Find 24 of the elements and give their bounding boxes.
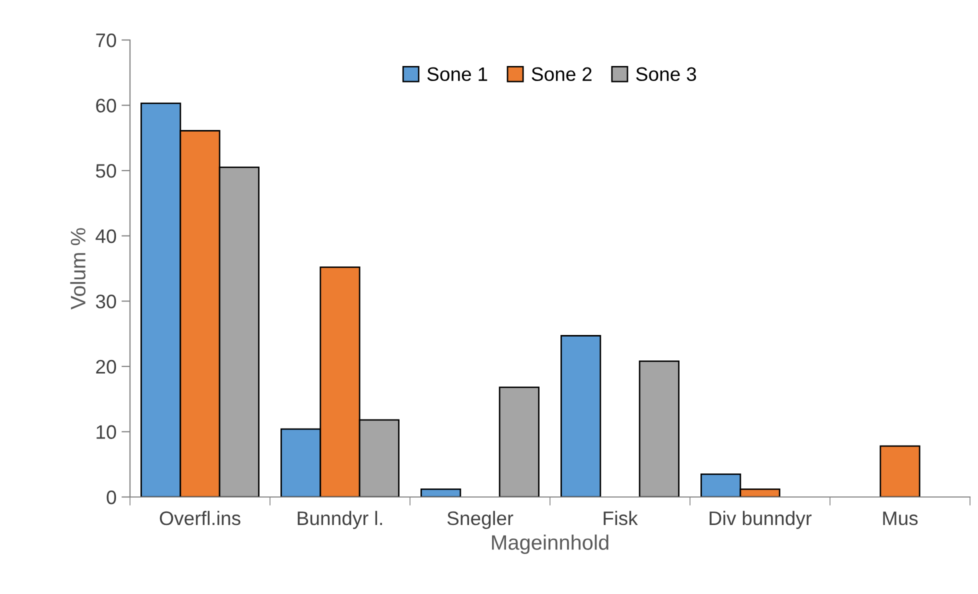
legend-label: Sone 2: [532, 67, 592, 82]
bar: [498, 386, 540, 497]
y-tick-label: 40: [96, 229, 116, 244]
y-tick-label: 10: [96, 425, 116, 439]
y-tick-label: 70: [96, 33, 116, 48]
bar: [880, 445, 920, 497]
x-tick-label: Div bunndyr: [710, 510, 812, 530]
x-tick-label: Overfl.ins: [160, 510, 240, 526]
y-tick-label: 0: [106, 490, 116, 504]
bar: [638, 360, 680, 497]
bar: [420, 488, 462, 497]
y-tick-label: 50: [96, 164, 116, 178]
y-tick-label: 60: [96, 98, 116, 113]
y-axis-title: Volum %: [70, 228, 86, 310]
bar: [560, 335, 602, 497]
legend-label: Sone 3: [636, 67, 696, 82]
x-tick-label: Mus: [883, 512, 918, 526]
y-tick-label: 30: [96, 294, 116, 308]
x-tick-label: Fisk: [604, 510, 638, 526]
legend-label: Sone 1: [427, 67, 488, 82]
y-tick-label: 20: [96, 360, 116, 374]
x-tick-label: Bunndyr l.: [298, 510, 382, 530]
x-tick-label: Snegler: [447, 510, 514, 530]
x-axis-title: Mageinnhold: [492, 534, 608, 554]
